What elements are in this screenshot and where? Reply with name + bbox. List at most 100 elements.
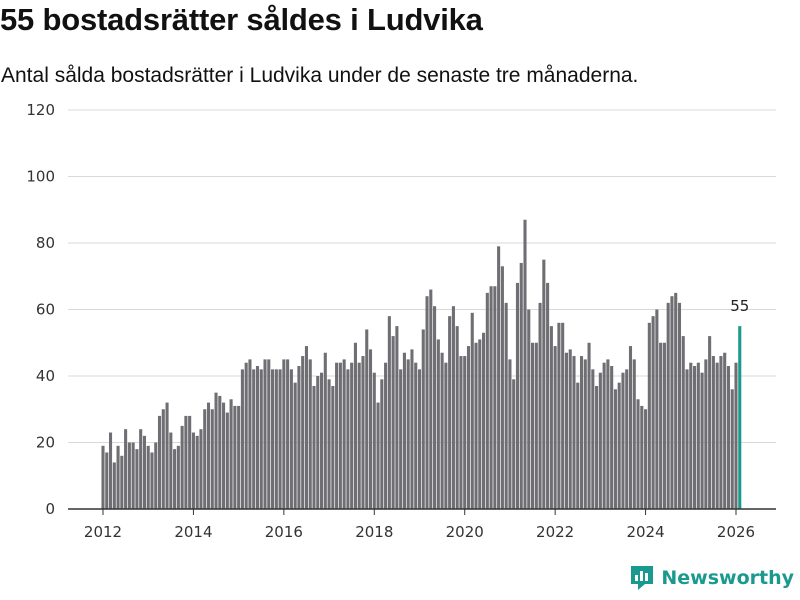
bar bbox=[218, 395, 222, 509]
bar bbox=[440, 352, 444, 509]
x-tick-label: 2018 bbox=[355, 523, 393, 541]
bar bbox=[504, 302, 508, 509]
bar bbox=[225, 412, 229, 509]
x-tick-label: 2022 bbox=[536, 523, 574, 541]
bar bbox=[271, 369, 275, 509]
bar bbox=[222, 402, 226, 509]
bar bbox=[444, 362, 448, 509]
bar bbox=[214, 392, 218, 510]
bar bbox=[640, 405, 644, 509]
bar bbox=[711, 356, 715, 509]
bar bbox=[301, 356, 305, 509]
bar bbox=[636, 399, 640, 509]
bar bbox=[700, 372, 704, 509]
bar bbox=[346, 369, 350, 509]
bar bbox=[429, 289, 433, 509]
bar bbox=[206, 402, 211, 509]
bar bbox=[482, 332, 486, 509]
bar bbox=[677, 302, 682, 509]
bar bbox=[579, 356, 584, 509]
y-tick-label: 60 bbox=[36, 301, 55, 319]
bar bbox=[512, 379, 516, 509]
bar bbox=[436, 339, 440, 509]
bar bbox=[380, 379, 384, 509]
bar bbox=[587, 342, 591, 509]
bar bbox=[274, 369, 278, 509]
bar bbox=[188, 415, 192, 509]
bar bbox=[176, 445, 180, 509]
bar bbox=[101, 445, 105, 509]
bar bbox=[515, 282, 520, 509]
bar bbox=[644, 409, 648, 509]
bar bbox=[372, 372, 376, 509]
bar bbox=[470, 312, 474, 509]
bar bbox=[715, 362, 719, 509]
highlight-bar-label: 55 bbox=[730, 297, 749, 315]
y-tick-label: 0 bbox=[45, 500, 55, 518]
bar bbox=[474, 342, 478, 509]
bar bbox=[323, 352, 327, 509]
bar bbox=[112, 462, 116, 509]
bar bbox=[666, 302, 670, 509]
bar bbox=[376, 402, 380, 509]
bar bbox=[662, 342, 666, 509]
bar bbox=[286, 359, 290, 510]
bar bbox=[734, 362, 738, 509]
bar bbox=[674, 292, 678, 510]
chart-subtitle: Antal sålda bostadsrätter i Ludvika unde… bbox=[1, 64, 639, 87]
bar bbox=[124, 429, 128, 509]
bar bbox=[591, 369, 595, 509]
bar bbox=[617, 382, 621, 509]
bar bbox=[538, 302, 542, 509]
bar bbox=[433, 306, 437, 509]
bar bbox=[361, 356, 365, 509]
bar bbox=[293, 382, 297, 509]
bar bbox=[659, 342, 663, 509]
brand-name: Newsworthy bbox=[661, 567, 794, 589]
bar bbox=[146, 445, 150, 509]
bar bbox=[628, 346, 633, 509]
bar bbox=[150, 452, 154, 509]
bar bbox=[527, 309, 531, 509]
bar bbox=[180, 425, 184, 510]
bar bbox=[651, 316, 655, 509]
bar bbox=[576, 382, 580, 509]
bar bbox=[519, 262, 523, 509]
bar bbox=[229, 399, 233, 509]
bar bbox=[500, 266, 504, 509]
bar bbox=[681, 336, 685, 509]
bar bbox=[693, 366, 697, 509]
bar bbox=[696, 362, 700, 509]
bar bbox=[267, 359, 271, 510]
bar bbox=[210, 409, 214, 509]
bar bbox=[478, 339, 482, 509]
y-tick-label: 100 bbox=[26, 168, 55, 186]
bar bbox=[335, 362, 339, 509]
bar bbox=[602, 362, 606, 509]
bar bbox=[391, 336, 395, 509]
bar bbox=[184, 415, 188, 509]
bar bbox=[312, 385, 316, 509]
bar bbox=[327, 379, 331, 509]
x-tick-label: 2020 bbox=[446, 523, 484, 541]
bar bbox=[685, 369, 689, 509]
bar bbox=[421, 329, 425, 509]
y-tick-label: 80 bbox=[36, 234, 55, 252]
bar bbox=[606, 359, 610, 510]
bar bbox=[655, 309, 659, 509]
bar bbox=[583, 359, 587, 510]
bar bbox=[297, 366, 301, 509]
bar bbox=[508, 359, 512, 510]
bar bbox=[546, 282, 550, 509]
bar bbox=[108, 432, 113, 509]
brand-logo: Newsworthy bbox=[629, 564, 794, 592]
bar bbox=[451, 306, 455, 509]
bar bbox=[414, 362, 418, 509]
bar bbox=[233, 405, 237, 509]
bar bbox=[523, 219, 527, 510]
bar bbox=[557, 322, 561, 509]
bar bbox=[116, 445, 120, 509]
x-tick-label: 2024 bbox=[626, 523, 664, 541]
bar bbox=[395, 326, 399, 510]
bar bbox=[553, 346, 557, 509]
